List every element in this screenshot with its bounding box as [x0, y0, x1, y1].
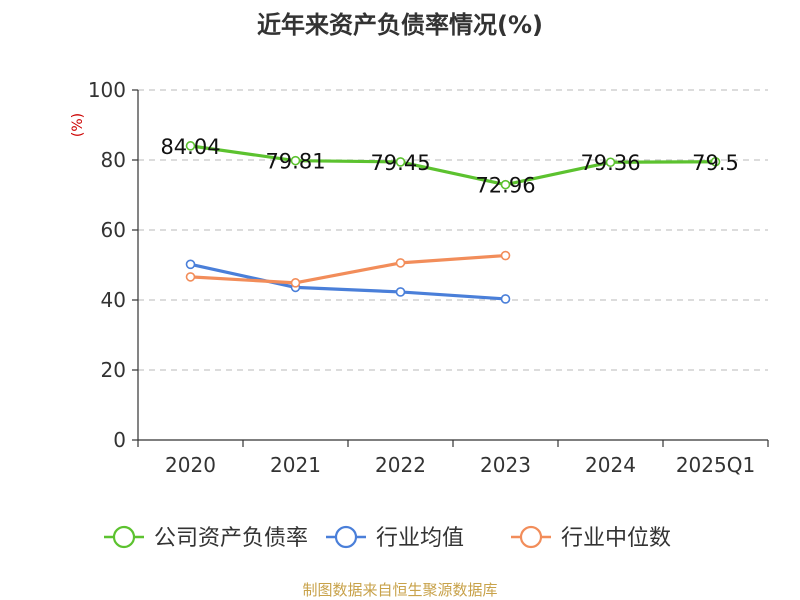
- data-label: 79.5: [692, 151, 739, 175]
- legend-label: 行业中位数: [561, 526, 671, 551]
- gridlines: [138, 89, 768, 371]
- series-line-0: [188, 144, 718, 187]
- data-label: 79.36: [580, 151, 640, 175]
- data-point: [500, 179, 511, 190]
- axes: 0 20 40 60 80 100 2020 2021 2022 2023 2024 2025Q1: [88, 78, 769, 477]
- data-label: 84.04: [160, 135, 220, 159]
- y-tick-label: 60: [101, 218, 126, 242]
- data-point: [395, 157, 406, 167]
- series-layer: 84.04 79.81 79.45 72.96 79.36 79.5: [160, 135, 739, 304]
- x-tick-label: 2022: [375, 453, 426, 477]
- source-note: 制图数据来自恒生聚源数据库: [302, 581, 497, 599]
- legend-marker-2: [519, 525, 543, 549]
- data-point: [710, 156, 721, 167]
- y-axis-unit: (%): [70, 113, 86, 137]
- x-tick-label: 2021: [270, 453, 321, 477]
- data-label: 79.45: [370, 151, 430, 175]
- x-tick-label: 2023: [480, 453, 531, 477]
- data-point: [500, 294, 511, 304]
- series-line-1: [188, 262, 508, 301]
- data-point: [290, 155, 301, 166]
- chart-title: 近年来资产负债率情况(%): [257, 11, 543, 39]
- y-tick-label: 20: [101, 358, 126, 382]
- data-point: [395, 287, 406, 297]
- data-point: [185, 272, 196, 282]
- data-point: [500, 250, 511, 261]
- legend-marker-1: [334, 525, 358, 549]
- legend-label: 公司资产负债率: [154, 526, 308, 551]
- data-point: [185, 259, 196, 270]
- x-tick-label: 2024: [585, 453, 636, 477]
- series-line-2: [188, 253, 508, 285]
- data-point: [290, 278, 301, 288]
- x-tick-label: 2025Q1: [676, 453, 755, 477]
- data-label: 72.96: [475, 174, 535, 198]
- legend-label: 行业均值: [376, 526, 464, 551]
- legend: 公司资产负债率 行业均值 行业中位数: [104, 525, 671, 551]
- data-point: [185, 141, 196, 151]
- legend-marker-0: [112, 525, 136, 549]
- y-tick-label: 80: [101, 148, 126, 172]
- y-tick-label: 40: [101, 288, 126, 312]
- data-label: 79.81: [265, 150, 325, 174]
- y-tick-label: 0: [113, 428, 126, 452]
- data-point: [395, 258, 406, 268]
- x-tick-label: 2020: [165, 453, 216, 477]
- y-tick-label: 100: [88, 78, 126, 102]
- data-point: [605, 157, 616, 168]
